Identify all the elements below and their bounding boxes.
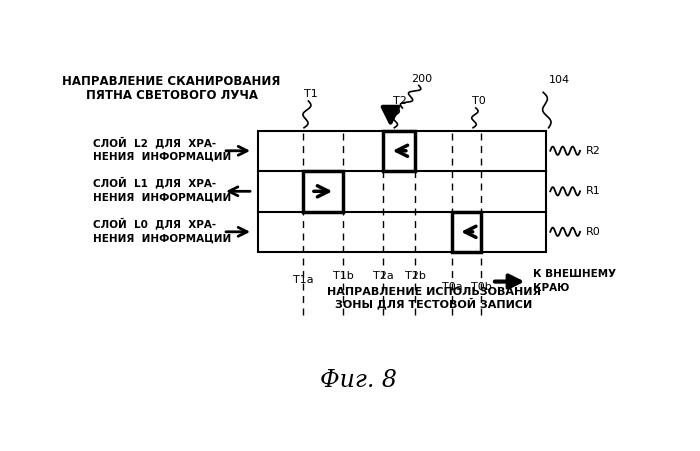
Text: T1b: T1b (332, 271, 354, 281)
Text: T1a: T1a (293, 275, 314, 285)
Bar (303, 171, 343, 212)
Text: T2: T2 (393, 96, 407, 106)
Text: T0: T0 (472, 96, 485, 106)
Text: СЛОЙ  L0  ДЛЯ  ХРА-: СЛОЙ L0 ДЛЯ ХРА- (93, 217, 216, 229)
Text: 104: 104 (549, 75, 570, 85)
Bar (452, 212, 481, 252)
Text: Фиг. 8: Фиг. 8 (321, 369, 397, 392)
Text: СЛОЙ  L1  ДЛЯ  ХРА-: СЛОЙ L1 ДЛЯ ХРА- (93, 177, 216, 189)
Text: T2a: T2a (373, 271, 394, 281)
Text: R2: R2 (585, 146, 601, 156)
Text: ЗОНЫ ДЛЯ ТЕСТОВОЙ ЗАПИСИ: ЗОНЫ ДЛЯ ТЕСТОВОЙ ЗАПИСИ (335, 298, 533, 309)
Text: R1: R1 (585, 186, 601, 196)
Text: СЛОЙ  L2  ДЛЯ  ХРА-: СЛОЙ L2 ДЛЯ ХРА- (93, 136, 216, 148)
Text: НЕНИЯ  ИНФОРМАЦИИ: НЕНИЯ ИНФОРМАЦИИ (93, 193, 231, 202)
Text: К ВНЕШНЕМУ: К ВНЕШНЕМУ (533, 269, 616, 279)
Text: T0b: T0b (471, 281, 491, 292)
Text: НАПРАВЛЕНИЕ ИСПОЛЬЗОВАНИЯ: НАПРАВЛЕНИЕ ИСПОЛЬЗОВАНИЯ (327, 287, 541, 297)
Text: T2b: T2b (405, 271, 426, 281)
Text: КРАЮ: КРАЮ (533, 283, 569, 293)
Text: НАПРАВЛЕНИЕ СКАНИРОВАНИЯ: НАПРАВЛЕНИЕ СКАНИРОВАНИЯ (62, 75, 281, 88)
Text: 200: 200 (411, 74, 432, 83)
Text: T0a: T0a (442, 281, 463, 292)
Bar (384, 130, 415, 171)
Text: ПЯТНА СВЕТОВОГО ЛУЧА: ПЯТНА СВЕТОВОГО ЛУЧА (85, 89, 258, 102)
Text: T1: T1 (304, 89, 318, 99)
Text: НЕНИЯ  ИНФОРМАЦИИ: НЕНИЯ ИНФОРМАЦИИ (93, 152, 231, 162)
Text: R0: R0 (585, 227, 601, 237)
Text: НЕНИЯ  ИНФОРМАЦИИ: НЕНИЯ ИНФОРМАЦИИ (93, 233, 231, 243)
Bar (258, 130, 546, 252)
